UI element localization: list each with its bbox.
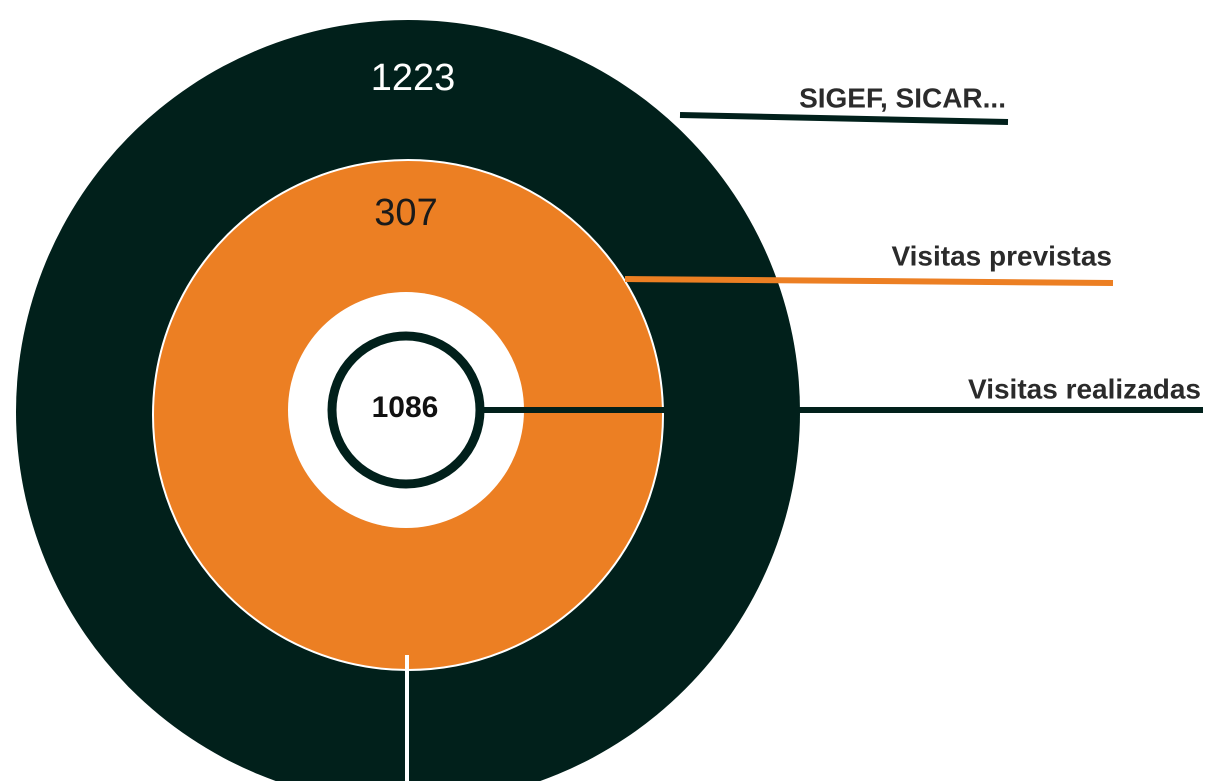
ring-label: Visitas previstas <box>891 240 1112 271</box>
leader-line <box>624 276 1114 286</box>
ring-label: SIGEF, SICAR... <box>799 82 1006 113</box>
center-circle <box>327 331 485 489</box>
ring-label: Visitas realizadas <box>968 373 1201 404</box>
leader-line <box>679 112 1009 125</box>
ring-value: 1223 <box>371 57 456 99</box>
ring-value: 307 <box>374 192 437 234</box>
ring-value: 1086 <box>372 391 439 424</box>
